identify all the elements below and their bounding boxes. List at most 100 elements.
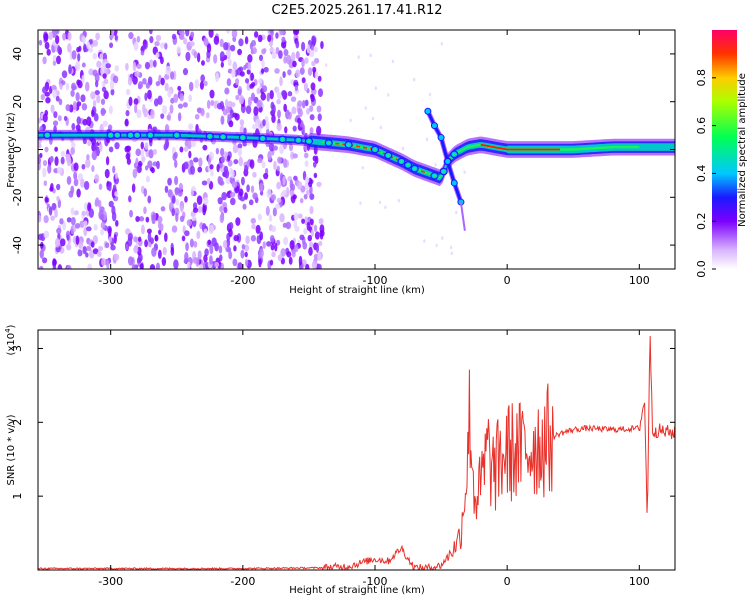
heatmap-cell [227, 100, 233, 107]
x-tick-label: -300 [98, 274, 123, 287]
heatmap-cell [190, 165, 195, 175]
heatmap-cell [86, 116, 92, 127]
heatmap-cell [52, 259, 57, 266]
heatmap-cell [91, 109, 95, 118]
heatmap-cell [261, 85, 268, 93]
heatmap-cell [94, 173, 100, 184]
heatmap-cell [233, 159, 239, 165]
heatmap-cell [57, 115, 62, 122]
heatmap-cell [67, 43, 72, 53]
heatmap-cell [219, 205, 223, 213]
heatmap-cell [87, 140, 92, 147]
heatmap-cell [256, 88, 261, 95]
heatmap-cell [184, 230, 190, 237]
heatmap-cell [238, 188, 244, 197]
heatmap-cell [259, 231, 264, 241]
heatmap-cell [276, 98, 281, 105]
heatmap-cell [286, 54, 292, 65]
heatmap-cell [227, 58, 232, 67]
heatmap-cell [73, 170, 77, 180]
heatmap-cell [245, 235, 250, 245]
heatmap-cell [124, 118, 129, 127]
heatmap-cell [294, 225, 300, 232]
heatmap-cell [259, 248, 264, 258]
heatmap-cell [244, 36, 249, 45]
heatmap-cell [199, 81, 205, 90]
heatmap-cell [38, 156, 41, 165]
heatmap-cell [86, 41, 91, 50]
heatmap-cell [282, 222, 288, 228]
heatmap-cell [71, 82, 76, 91]
heatmap-cell [308, 246, 313, 256]
heatmap-cell [159, 42, 165, 49]
heatmap-cell [42, 257, 48, 264]
heatmap-cell [277, 254, 283, 262]
heatmap-cell [359, 201, 362, 206]
ridge-blob-core [399, 160, 403, 163]
heatmap-cell [114, 34, 118, 41]
heatmap-cell [133, 41, 139, 51]
heatmap-cell [441, 236, 444, 240]
heatmap-cell [200, 74, 205, 83]
heatmap-cell [316, 125, 322, 136]
heatmap-cell [70, 147, 75, 155]
heatmap-cell [166, 114, 171, 121]
heatmap-cell [145, 216, 150, 223]
heatmap-cell [267, 150, 272, 161]
heatmap-cell [271, 225, 277, 233]
heatmap-cell [249, 42, 254, 50]
heatmap-cell [237, 88, 242, 96]
heatmap-cell [49, 186, 54, 192]
snr-x-ticks: -300 -200 -100 0 100 [98, 330, 650, 588]
heatmap-cell [70, 207, 75, 216]
heatmap-cell [313, 224, 318, 232]
heatmap-cell [75, 92, 80, 102]
heatmap-cell [171, 208, 176, 217]
heatmap-cell [105, 63, 112, 69]
heatmap-cell [265, 205, 270, 216]
heatmap-cell [93, 224, 98, 231]
heatmap-cell [91, 164, 95, 173]
heatmap-cell [287, 91, 293, 97]
heatmap-cell [247, 54, 253, 63]
heatmap-cell [320, 40, 324, 50]
heatmap-cell [113, 253, 120, 261]
heatmap-cell [196, 230, 201, 240]
heatmap-cell [56, 183, 61, 191]
heatmap-cell [313, 46, 318, 53]
heatmap-cell [213, 100, 218, 109]
heatmap-cell [63, 115, 68, 121]
heatmap-cell [81, 163, 86, 170]
heatmap-cell [54, 208, 58, 219]
heatmap-cell [224, 169, 230, 179]
heatmap-cell [55, 30, 60, 35]
heatmap-cell [203, 80, 208, 87]
heatmap-cell [60, 156, 65, 165]
heatmap-cell [99, 213, 105, 221]
heatmap-cell [317, 113, 322, 122]
spectrogram-ridge [38, 107, 675, 231]
heatmap-cell [283, 236, 289, 246]
heatmap-cell [143, 206, 147, 215]
heatmap-cell [105, 242, 110, 249]
heatmap-cell [136, 35, 141, 43]
heatmap-cell [42, 159, 48, 167]
heatmap-cell [232, 61, 238, 72]
heatmap-cell [113, 176, 120, 185]
heatmap-cell [297, 117, 302, 125]
heatmap-cell [219, 51, 225, 61]
heatmap-cell [183, 161, 189, 170]
heatmap-cell [257, 213, 262, 221]
heatmap-cell [266, 92, 270, 102]
heatmap-cell [155, 34, 162, 42]
heatmap-cell [111, 205, 116, 215]
snr-series-line [38, 335, 675, 570]
heatmap-cell [304, 160, 309, 167]
heatmap-cell [295, 69, 300, 78]
heatmap-cell [148, 149, 154, 159]
heatmap-cell [81, 74, 85, 84]
heatmap-cell [258, 77, 263, 85]
heatmap-cell [287, 69, 292, 76]
heatmap-cell [48, 31, 54, 40]
y-tick-label: 20 [11, 95, 24, 109]
